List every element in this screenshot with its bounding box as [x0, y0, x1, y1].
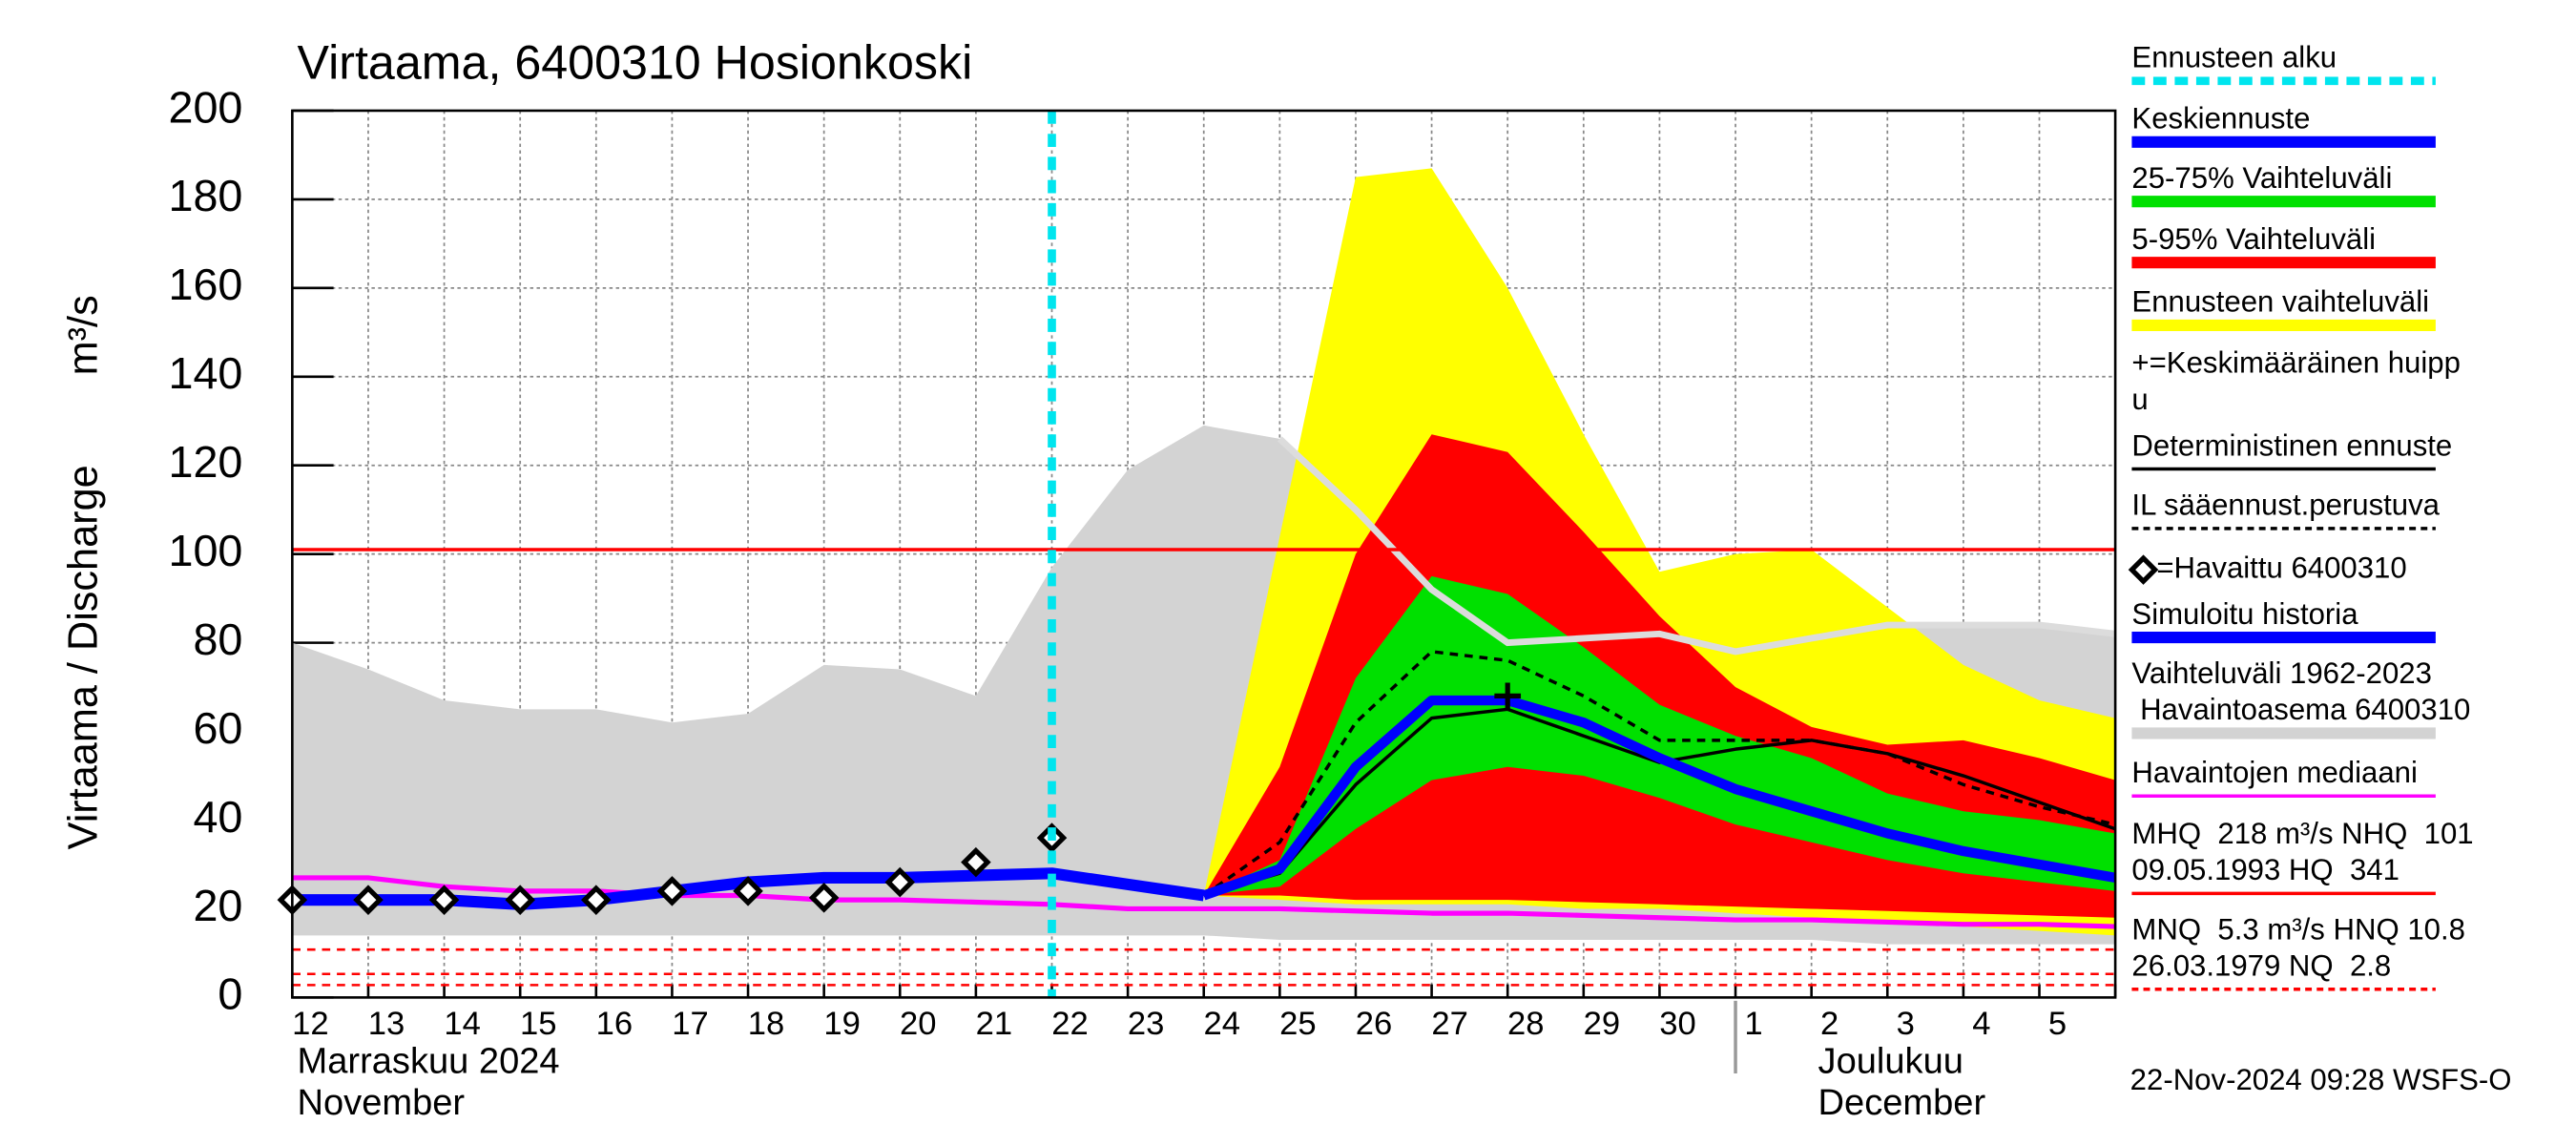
- observed-point: [961, 846, 991, 878]
- x-tick-label: 27: [1431, 1006, 1468, 1042]
- observed-point: [884, 866, 916, 898]
- month-label: Marraskuu 2024: [298, 1042, 560, 1082]
- legend-label: Vaihteluväli 1962-2023: [2131, 656, 2432, 690]
- y-tick-label: 0: [218, 969, 242, 1019]
- x-tick-label: 3: [1897, 1006, 1915, 1042]
- timestamp: 22-Nov-2024 09:28 WSFS-O: [2130, 1063, 2512, 1096]
- x-tick-label: 21: [976, 1006, 1012, 1042]
- legend-label: Ennusteen alku: [2131, 41, 2337, 74]
- observed-point: [656, 876, 688, 906]
- legend-label: 09.05.1993 HQ 341: [2131, 853, 2399, 886]
- observed-point: [733, 876, 763, 906]
- month-label: December: [1818, 1083, 1986, 1123]
- x-tick-label: 25: [1279, 1006, 1317, 1042]
- legend-label: Deterministinen ennuste: [2131, 428, 2452, 462]
- legend-label: Ennusteen vaihteluväli: [2131, 285, 2429, 319]
- legend-label: Keskiennuste: [2131, 102, 2310, 135]
- x-tick-label: 22: [1051, 1006, 1089, 1042]
- x-tick-label: 30: [1659, 1006, 1696, 1042]
- y-tick-label: 20: [193, 881, 242, 930]
- legend-label: 5-95% Vaihteluväli: [2131, 222, 2376, 256]
- legend-label: Havaintojen mediaani: [2131, 756, 2418, 789]
- legend-label: Simuloitu historia: [2131, 597, 2358, 631]
- x-tick-label: 26: [1356, 1006, 1393, 1042]
- series-line: [1202, 650, 2116, 897]
- legend-label: u: [2131, 383, 2148, 416]
- x-tick-label: 17: [672, 1006, 709, 1042]
- legend-label: MNQ 5.3 m³/s HNQ 10.8: [2131, 912, 2465, 946]
- chart-title: Virtaama, 6400310 Hosionkoski: [298, 35, 973, 89]
- x-tick-label: 1: [1744, 1006, 1762, 1042]
- month-label: November: [298, 1083, 466, 1123]
- range-upper-line: [1277, 436, 2116, 656]
- y-axis-label: Virtaama / Discharge: [60, 465, 106, 849]
- x-tick-label: 19: [823, 1006, 861, 1042]
- month-label: Joulukuu: [1818, 1042, 1963, 1082]
- x-tick-label: 2: [1820, 1006, 1839, 1042]
- legend-label: +=Keskimääräinen huipp: [2131, 346, 2461, 380]
- y-axis-unit: m³/s: [60, 295, 106, 375]
- legend-symbol: [2128, 554, 2159, 585]
- y-tick-label: 140: [168, 348, 242, 398]
- y-tick-label: 80: [193, 614, 242, 664]
- x-tick-label: 24: [1204, 1006, 1241, 1042]
- x-tick-label: 14: [444, 1006, 481, 1042]
- x-tick-label: 5: [2048, 1006, 2067, 1042]
- x-tick-label: 13: [368, 1006, 405, 1042]
- x-tick-label: 18: [748, 1006, 785, 1042]
- y-tick-label: 180: [168, 171, 242, 220]
- x-tick-label: 29: [1584, 1006, 1621, 1042]
- observed-point: [808, 883, 840, 913]
- x-tick-label: 4: [1972, 1006, 1990, 1042]
- legend-label: IL sääennust.perustuva: [2131, 489, 2440, 522]
- observed-point: [353, 885, 384, 915]
- x-tick-label: 28: [1507, 1006, 1545, 1042]
- x-tick-label: 12: [292, 1006, 329, 1042]
- observed-point: [581, 885, 612, 915]
- legend-label: 25-75% Vaihteluväli: [2131, 161, 2392, 195]
- y-tick-label: 160: [168, 260, 242, 309]
- x-tick-label: 20: [900, 1006, 937, 1042]
- series-line: [1202, 695, 2117, 901]
- range-band: [1203, 575, 2116, 896]
- observed-point: [505, 885, 535, 915]
- plot-frame: [291, 109, 2117, 999]
- y-tick-label: 100: [168, 526, 242, 575]
- y-tick-label: 60: [193, 703, 242, 753]
- y-tick-label: 200: [168, 82, 242, 132]
- x-tick-label: 15: [520, 1006, 557, 1042]
- x-tick-label: 16: [596, 1006, 634, 1042]
- legend-label: MHQ 218 m³/s NHQ 101: [2131, 817, 2473, 850]
- y-tick-label: 120: [168, 437, 242, 487]
- observed-point: [428, 885, 460, 915]
- legend-label: 26.03.1979 NQ 2.8: [2131, 948, 2391, 982]
- peak-marker: [1494, 682, 1522, 710]
- y-tick-label: 40: [193, 792, 242, 842]
- legend-label: Havaintoasema 6400310: [2131, 693, 2470, 726]
- legend-label: =Havaittu 6400310: [2156, 551, 2406, 584]
- x-tick-label: 23: [1128, 1006, 1165, 1042]
